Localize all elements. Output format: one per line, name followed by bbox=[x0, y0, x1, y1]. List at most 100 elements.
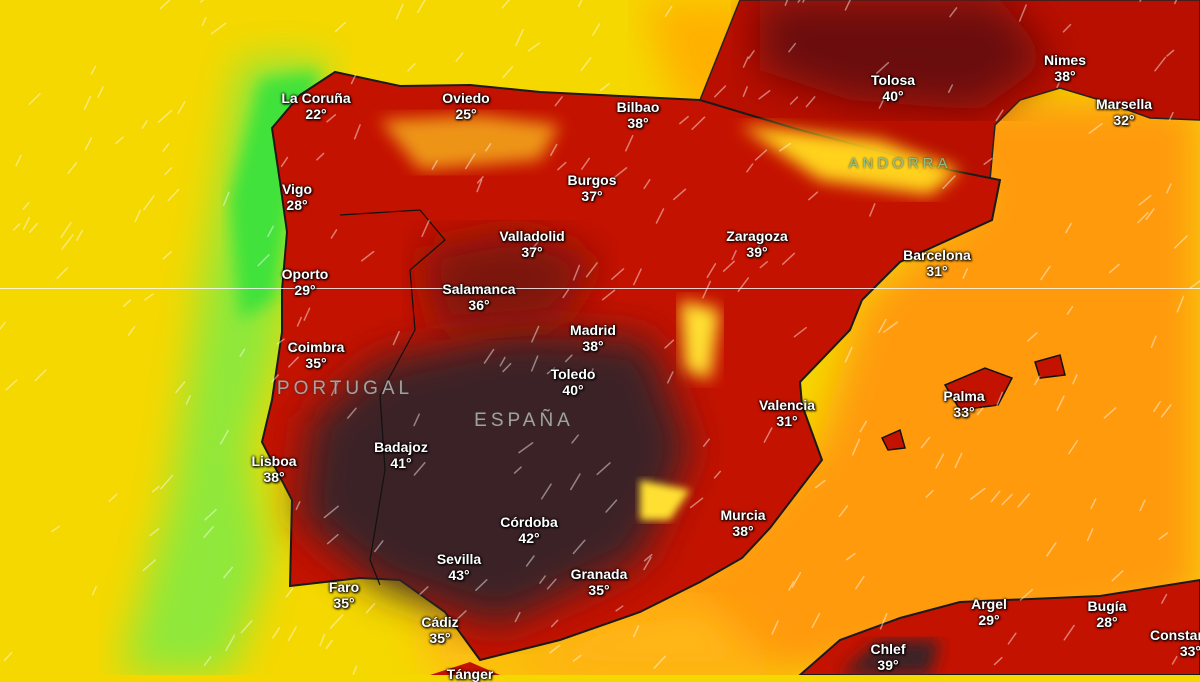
city-label[interactable]: Córdoba 42° bbox=[500, 514, 558, 546]
wind-streak bbox=[577, 0, 583, 8]
city-label[interactable]: Coimbra 35° bbox=[288, 339, 345, 371]
wind-streak bbox=[531, 325, 540, 343]
wind-streak bbox=[1166, 183, 1172, 194]
wind-streak bbox=[175, 381, 186, 394]
wind-streak bbox=[502, 66, 514, 79]
city-label[interactable]: Toledo 40° bbox=[551, 366, 596, 398]
wind-streak bbox=[550, 143, 558, 156]
wind-streak bbox=[706, 263, 717, 279]
city-name: Madrid bbox=[570, 322, 616, 338]
city-label[interactable]: Madrid 38° bbox=[570, 322, 616, 354]
city-label[interactable]: Salamanca 36° bbox=[442, 281, 515, 313]
city-label[interactable]: Badajoz 41° bbox=[374, 439, 428, 471]
wind-streak bbox=[585, 262, 598, 278]
city-temperature: 22° bbox=[305, 106, 327, 122]
wind-streak bbox=[162, 143, 170, 152]
wind-streak bbox=[1040, 265, 1051, 281]
city-label[interactable]: Valencia 31° bbox=[759, 397, 815, 429]
city-temperature: 33° bbox=[953, 404, 975, 420]
city-temperature: 38° bbox=[582, 338, 604, 354]
city-temperature: 38° bbox=[1054, 68, 1076, 84]
wind-streak bbox=[3, 651, 13, 662]
wind-streak bbox=[1161, 593, 1168, 604]
wind-streak bbox=[995, 109, 1004, 122]
city-label[interactable]: Granada 35° bbox=[571, 566, 628, 598]
city-label[interactable]: Sevilla 43° bbox=[437, 551, 481, 583]
city-label[interactable]: Lisboa 38° bbox=[251, 453, 296, 485]
city-name: Valladolid bbox=[499, 228, 565, 244]
wind-streak bbox=[499, 356, 506, 367]
wind-streak bbox=[160, 474, 174, 490]
city-label[interactable]: Argel 29° bbox=[971, 596, 1007, 628]
city-temperature: 35° bbox=[333, 595, 355, 611]
wind-streak bbox=[1034, 375, 1041, 386]
city-label[interactable]: Burgos 37° bbox=[568, 172, 617, 204]
wind-streak bbox=[811, 612, 821, 629]
city-label[interactable]: Tánger bbox=[447, 666, 494, 682]
wind-streak bbox=[742, 56, 749, 68]
wind-streak bbox=[407, 63, 416, 72]
city-temperature: 39° bbox=[746, 244, 768, 260]
city-label[interactable]: Murcia 38° bbox=[720, 507, 765, 539]
city-label[interactable]: Vigo 28° bbox=[282, 181, 312, 213]
city-label[interactable]: Palma 33° bbox=[943, 388, 984, 420]
wind-streak bbox=[90, 65, 97, 75]
wind-streak bbox=[276, 338, 285, 345]
wind-streak bbox=[452, 610, 467, 624]
wind-streak bbox=[123, 299, 132, 307]
wind-streak bbox=[151, 485, 160, 493]
city-name: Cádiz bbox=[421, 614, 459, 630]
wind-streak bbox=[134, 209, 142, 223]
extreme-heat-area bbox=[300, 330, 690, 625]
wind-streak bbox=[788, 580, 795, 591]
city-temperature: 36° bbox=[468, 297, 490, 313]
wind-streak bbox=[611, 268, 625, 280]
city-label[interactable]: Cádiz 35° bbox=[421, 614, 458, 646]
wind-streak bbox=[962, 268, 969, 279]
city-label[interactable]: Oporto 29° bbox=[282, 266, 329, 298]
city-name: Murcia bbox=[720, 507, 766, 523]
wind-streak bbox=[771, 620, 779, 635]
city-label[interactable]: Marsella 32° bbox=[1096, 96, 1152, 128]
country-label-portugal: PORTUGAL bbox=[276, 378, 414, 399]
city-label[interactable]: La Coruña 22° bbox=[281, 90, 350, 122]
city-label[interactable]: Bugía 28° bbox=[1088, 598, 1127, 630]
wind-streak bbox=[1108, 263, 1120, 274]
wind-streak bbox=[1137, 212, 1149, 224]
city-label[interactable]: Tolosa 40° bbox=[871, 72, 915, 104]
wind-streak bbox=[666, 371, 674, 384]
city-name: Bugía bbox=[1087, 598, 1127, 614]
wind-streak bbox=[859, 420, 867, 433]
wind-streak bbox=[580, 157, 591, 170]
city-label[interactable]: Barcelona 31° bbox=[903, 247, 971, 279]
city-label[interactable]: Bilbao 38° bbox=[617, 99, 660, 131]
wind-streak bbox=[990, 490, 1001, 503]
city-label[interactable]: Oviedo 25° bbox=[442, 90, 489, 122]
wind-streak bbox=[419, 586, 429, 595]
wind-streak bbox=[845, 552, 856, 561]
city-label[interactable]: Constantine33° bbox=[1150, 627, 1200, 659]
wind-streak bbox=[483, 348, 495, 364]
city-name: Nimes bbox=[1043, 52, 1087, 68]
wind-streak bbox=[365, 603, 376, 614]
city-label[interactable]: Zaragoza 39° bbox=[726, 228, 787, 260]
wind-streak bbox=[1068, 440, 1079, 455]
wind-streak bbox=[805, 96, 816, 108]
wind-streak bbox=[413, 413, 420, 427]
wind-streak bbox=[1017, 493, 1030, 508]
wind-streak bbox=[288, 356, 299, 368]
wind-streak bbox=[664, 5, 673, 18]
wind-streak bbox=[879, 613, 888, 630]
city-temperature: 29° bbox=[978, 612, 1000, 628]
city-label[interactable]: Nimes 38° bbox=[1044, 52, 1086, 84]
cantabrian-highlands bbox=[380, 115, 560, 170]
city-name: Marsella bbox=[1095, 96, 1153, 112]
city-label[interactable]: Faro 35° bbox=[329, 579, 359, 611]
wind-streak bbox=[759, 261, 768, 269]
wind-streak bbox=[223, 566, 234, 579]
city-name: Oporto bbox=[281, 266, 329, 282]
city-label[interactable]: Chlef 39° bbox=[871, 641, 906, 673]
wind-streak bbox=[1176, 295, 1185, 313]
city-label[interactable]: Valladolid 37° bbox=[499, 228, 564, 260]
